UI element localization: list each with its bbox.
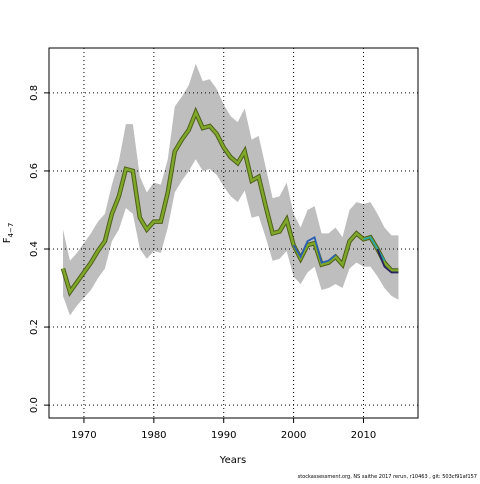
series-line bbox=[61, 109, 399, 295]
x-tick-label: 2000 bbox=[281, 430, 306, 441]
y-label-subscript: 4−7 bbox=[7, 223, 15, 238]
series-line bbox=[292, 235, 337, 264]
x-axis-label: Years bbox=[219, 455, 246, 466]
x-tick-label: 1980 bbox=[141, 430, 166, 441]
series-line bbox=[376, 248, 399, 274]
footnote: stockassessment.org, NS saithe 2017 reru… bbox=[298, 474, 477, 480]
y-tick-label: 0.0 bbox=[29, 397, 40, 413]
y-tick-label: 0.2 bbox=[29, 319, 40, 335]
y-axis-label: F4−7 bbox=[2, 223, 15, 244]
plot-area bbox=[49, 48, 418, 418]
x-tick-label: 1970 bbox=[71, 430, 96, 441]
y-tick-label: 0.4 bbox=[29, 241, 40, 257]
series-line bbox=[363, 236, 386, 262]
x-tick-label: 1990 bbox=[211, 430, 236, 441]
plot-frame bbox=[48, 47, 419, 419]
y-tick-label: 0.8 bbox=[29, 85, 40, 101]
y-label-main: F bbox=[2, 237, 13, 243]
confidence-band bbox=[62, 63, 399, 316]
y-tick-label: 0.6 bbox=[29, 163, 40, 179]
x-tick-label: 2010 bbox=[351, 430, 376, 441]
